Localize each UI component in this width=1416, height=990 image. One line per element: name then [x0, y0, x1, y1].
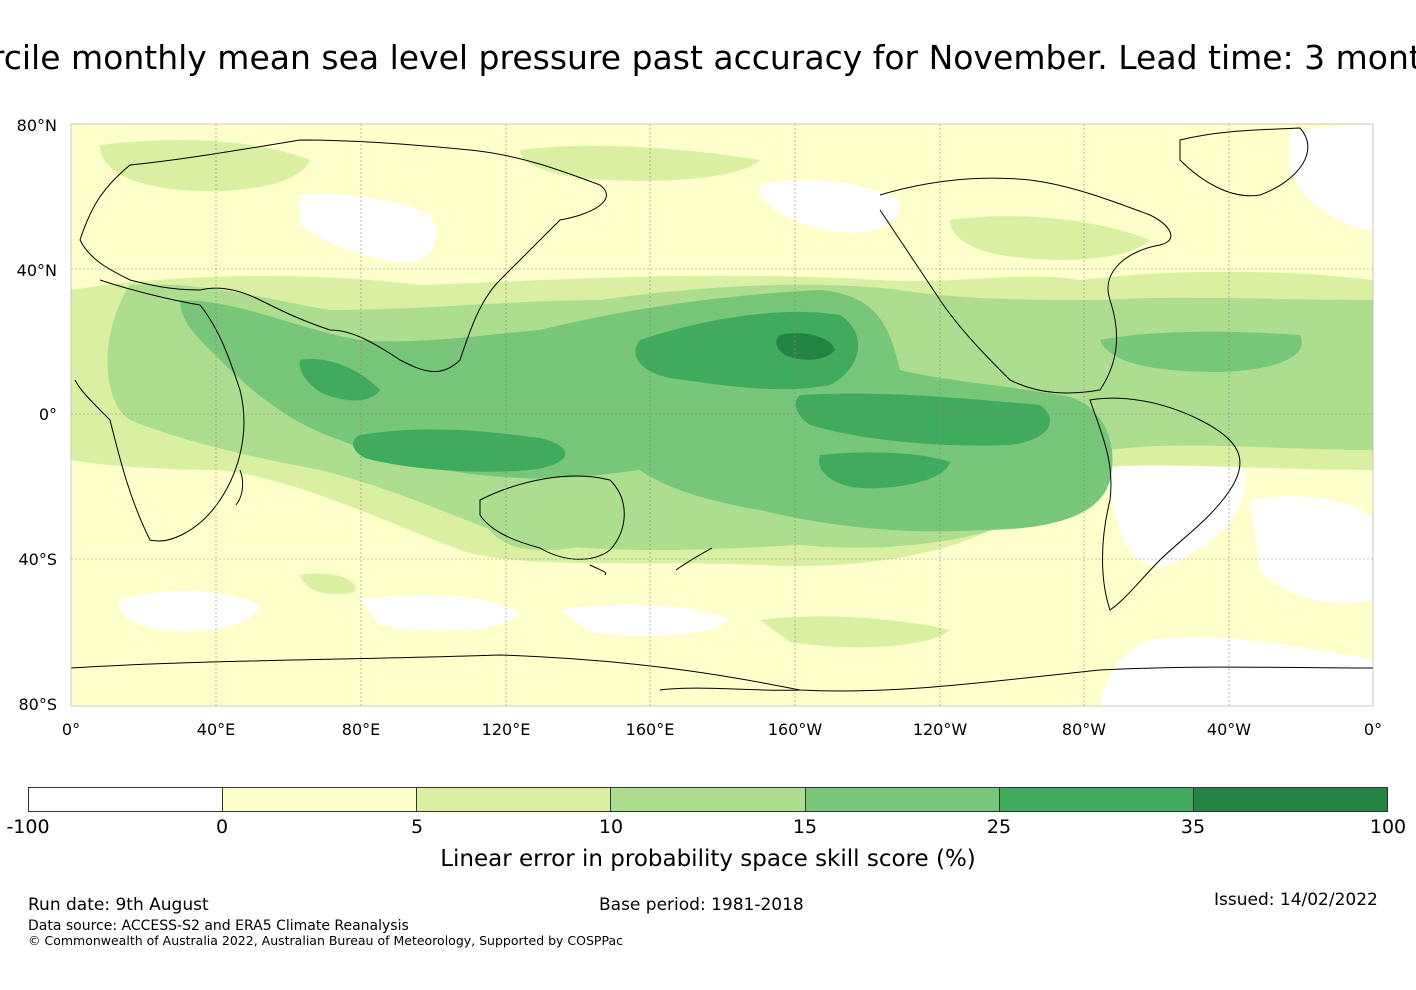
lon-label-40w: 40°W [1206, 720, 1252, 739]
colorbar [28, 787, 1388, 812]
colorbar-tick: 5 [410, 816, 424, 838]
colorbar-segment [29, 788, 224, 811]
colorbar-tick: 15 [792, 816, 818, 838]
lon-label-40e: 40°E [196, 720, 236, 739]
lon-label-0-east: 0° [1363, 720, 1383, 739]
colorbar-segment [805, 788, 1000, 811]
colorbar-label: Linear error in probability space skill … [440, 846, 976, 872]
lat-label-80n: 80°N [16, 116, 57, 135]
skill-score-map [70, 123, 1374, 707]
colorbar-segment [417, 788, 612, 811]
lat-label-40n: 40°N [16, 261, 57, 280]
issued-date: Issued: 14/02/2022 [1214, 890, 1378, 910]
colorbar-tick: 10 [598, 816, 624, 838]
lon-label-0: 0° [61, 720, 81, 739]
lon-label-80e: 80°E [341, 720, 381, 739]
colorbar-tick: 100 [1369, 816, 1407, 838]
base-period: Base period: 1981-2018 [599, 895, 804, 915]
lat-label-0: 0° [38, 405, 57, 424]
skill-25-35 [299, 311, 1050, 489]
lon-label-160e: 160°E [625, 720, 675, 739]
colorbar-segment [223, 788, 418, 811]
lon-label-80w: 80°W [1061, 720, 1107, 739]
lat-label-80s: 80°S [18, 695, 57, 714]
lat-label-40s: 40°S [18, 550, 57, 569]
colorbar-segment [999, 788, 1194, 811]
colorbar-tick: -100 [6, 816, 50, 838]
colorbar-segment [1193, 788, 1387, 811]
copyright: © Commonwealth of Australia 2022, Austra… [28, 933, 623, 948]
lon-label-160w: 160°W [767, 720, 823, 739]
data-source: Data source: ACCESS-S2 and ERA5 Climate … [28, 918, 409, 934]
graticule [71, 124, 1373, 706]
map-frame [70, 123, 1374, 707]
coastlines [71, 127, 1373, 692]
skill-35-100 [776, 333, 835, 360]
colorbar-tick: 25 [986, 816, 1012, 838]
colorbar-tick: 35 [1180, 816, 1206, 838]
lon-label-120e: 120°E [481, 720, 531, 739]
map-title: Tercile monthly mean sea level pressure … [0, 38, 1416, 77]
lon-label-120w: 120°W [912, 720, 968, 739]
colorbar-segment [611, 788, 806, 811]
run-date: Run date: 9th August [28, 895, 209, 915]
colorbar-tick: 0 [215, 816, 229, 838]
